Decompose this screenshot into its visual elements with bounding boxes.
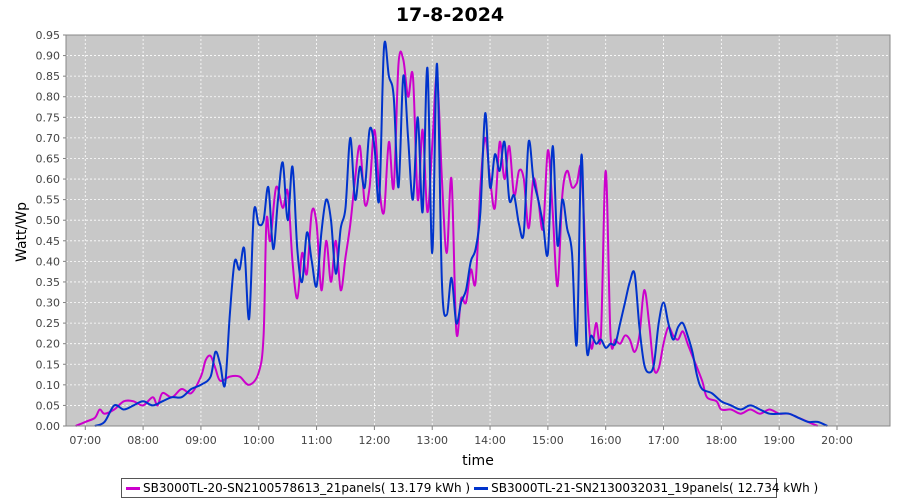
y-tick-label: 0.25 (36, 317, 61, 330)
y-tick-label: 0.05 (36, 399, 61, 412)
x-tick-label: 14:00 (474, 434, 506, 447)
axes: 0.00 0.05 0.10 0.15 0.20 0.25 0.30 0.35 0.40 0.45… (36, 29, 891, 447)
x-tick-label: 16:00 (590, 434, 622, 447)
x-tick-label: 18:00 (705, 434, 737, 447)
y-tick-label: 0.15 (36, 358, 61, 371)
y-tick-label: 0.10 (36, 379, 61, 392)
x-tick-label: 10:00 (243, 434, 275, 447)
legend: SB3000TL-20-SN2100578613_21panels( 13.17… (121, 478, 818, 498)
x-tick-label: 09:00 (185, 434, 217, 447)
y-tick-label: 0.50 (36, 214, 61, 227)
y-tick-label: 0.40 (36, 255, 61, 268)
x-tick-label: 11:00 (301, 434, 333, 447)
x-tick-label: 15:00 (532, 434, 564, 447)
y-tick-label: 0.20 (36, 338, 61, 351)
x-tick-label: 12:00 (359, 434, 391, 447)
series-layer (75, 40, 828, 427)
y-tick-label: 0.45 (36, 235, 61, 248)
x-tick-label: 07:00 (69, 434, 101, 447)
x-axis-label: time (462, 453, 494, 469)
y-tick-label: 0.90 (36, 50, 61, 63)
series-line-2 (94, 40, 828, 427)
y-tick-label: 0.75 (36, 111, 61, 124)
y-tick-label: 0.30 (36, 297, 61, 310)
y-tick-label: 0.55 (36, 194, 61, 207)
y-tick-label: 0.60 (36, 173, 61, 186)
chart-title: 17-8-2024 (396, 4, 504, 26)
x-tick-label: 08:00 (127, 434, 159, 447)
plot-border (65, 34, 891, 427)
y-tick-label: 0.00 (36, 420, 61, 433)
y-tick-label: 0.70 (36, 132, 61, 145)
y-tick-label: 0.95 (36, 29, 61, 42)
y-tick-label: 0.65 (36, 152, 61, 165)
legend-label-series-2: SB3000TL-21-SN2130032031_19panels( 12.73… (491, 481, 819, 495)
legend-swatch-series-1 (126, 486, 140, 490)
legend-item-series-1: SB3000TL-20-SN2100578613_21panels( 13.17… (126, 481, 470, 495)
x-tick-label: 20:00 (821, 434, 853, 447)
y-tick-label: 0.35 (36, 276, 61, 289)
legend-item-series-2: SB3000TL-21-SN2130032031_19panels( 12.73… (474, 481, 818, 495)
x-tick-label: 19:00 (763, 434, 795, 447)
y-tick-label: 0.80 (36, 91, 61, 104)
x-tick-label: 17:00 (648, 434, 680, 447)
legend-swatch-series-2 (474, 486, 489, 490)
x-tick-label: 13:00 (416, 434, 448, 447)
y-axis-label: Watt/Wp (14, 202, 30, 262)
legend-label-series-1: SB3000TL-20-SN2100578613_21panels( 13.17… (143, 481, 471, 495)
y-tick-label: 0.85 (36, 70, 61, 83)
